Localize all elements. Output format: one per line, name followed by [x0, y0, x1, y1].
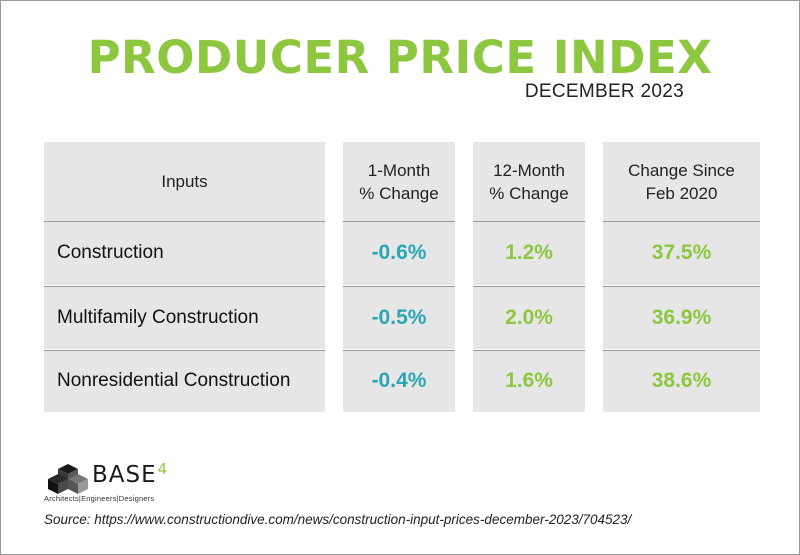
logo-name: BASE — [92, 462, 157, 488]
row-divider — [603, 221, 760, 222]
row-label-text: Construction — [57, 242, 164, 263]
stacked-cubes-icon — [48, 464, 88, 494]
page-title: PRODUCER PRICE INDEX — [87, 31, 713, 84]
column-header-text: 12-Month % Change — [489, 160, 569, 203]
row-divider — [473, 350, 585, 351]
logo-superscript: 4 — [157, 460, 169, 478]
row-divider — [473, 286, 585, 287]
table-value: 1.6% — [473, 350, 585, 412]
row-divider — [44, 286, 325, 287]
column-header-text: Inputs — [161, 172, 208, 191]
column-header: 1-Month % Change — [343, 142, 455, 221]
logo-wordmark: BASE4 — [92, 460, 168, 488]
row-label-text: Multifamily Construction — [57, 306, 259, 328]
column-header-text: 1-Month % Change — [359, 160, 439, 203]
row-divider — [44, 221, 325, 222]
row-label: Multifamily Construction — [44, 286, 325, 349]
table-value: -0.4% — [343, 350, 455, 412]
table-value-text: -0.6% — [371, 241, 427, 264]
row-divider — [343, 221, 455, 222]
table-value: -0.6% — [343, 221, 455, 285]
table-value-text: 2.0% — [505, 305, 553, 329]
table-value-text: 1.2% — [505, 241, 553, 264]
column-header: 12-Month % Change — [473, 142, 585, 221]
table-value: 2.0% — [473, 286, 585, 349]
row-divider — [343, 350, 455, 351]
row-divider — [343, 286, 455, 287]
row-label: Construction — [44, 221, 325, 285]
column-header-text: Change Since Feb 2020 — [628, 160, 735, 203]
row-divider — [473, 221, 585, 222]
table-value-text: 38.6% — [651, 369, 712, 392]
table-value: 38.6% — [603, 350, 760, 412]
page-subtitle: DECEMBER 2023 — [524, 81, 684, 102]
source-citation: Source: https://www.constructiondive.com… — [44, 512, 632, 527]
row-label-text: Nonresidential Construction — [57, 370, 291, 391]
table-value-text: 36.9% — [651, 305, 712, 329]
logo-tagline: Architects|Engineers|Designers — [44, 494, 155, 503]
table-value: -0.5% — [343, 286, 455, 349]
row-label: Nonresidential Construction — [44, 350, 325, 412]
table-value: 37.5% — [603, 221, 760, 285]
table-value-text: -0.4% — [371, 369, 427, 392]
row-divider — [603, 350, 760, 351]
row-divider — [603, 286, 760, 287]
column-header: Inputs — [44, 142, 325, 221]
column-header: Change Since Feb 2020 — [603, 142, 760, 221]
row-divider — [44, 350, 325, 351]
table-value: 36.9% — [603, 286, 760, 349]
table-value-text: -0.5% — [371, 305, 427, 329]
table-value-text: 37.5% — [651, 241, 712, 264]
table-value: 1.2% — [473, 221, 585, 285]
table-value-text: 1.6% — [505, 369, 553, 392]
logo-cubes-icon — [48, 464, 88, 494]
